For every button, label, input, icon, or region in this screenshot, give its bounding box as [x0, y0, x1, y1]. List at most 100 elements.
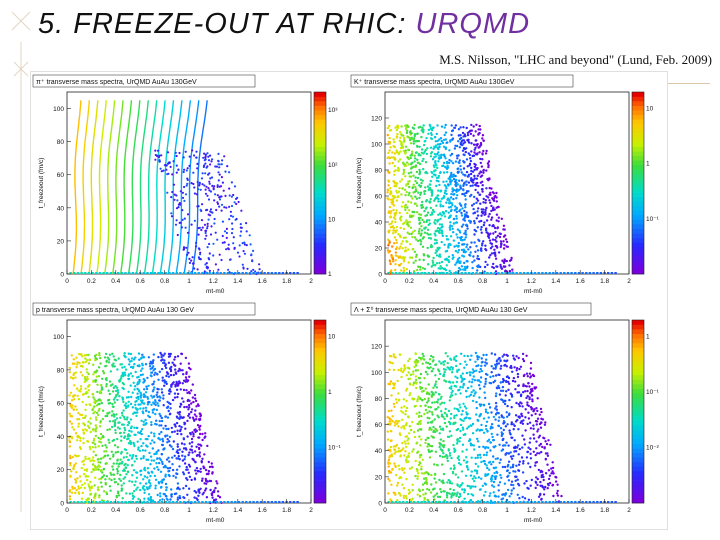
density-point: [502, 247, 506, 250]
density-point: [494, 457, 497, 461]
density-point: [484, 208, 487, 212]
density-point: [420, 203, 424, 207]
density-point: [495, 219, 498, 222]
density-point: [144, 391, 148, 394]
density-point: [98, 354, 101, 357]
density-point: [508, 398, 511, 402]
density-point: [127, 352, 130, 355]
density-point: [407, 437, 410, 440]
density-point: [76, 361, 79, 364]
density-point: [440, 223, 443, 226]
density-point: [390, 222, 393, 225]
density-point: [409, 383, 412, 386]
density-point: [149, 495, 153, 499]
density-point: [208, 180, 211, 183]
density-point: [389, 429, 393, 433]
density-point: [397, 233, 400, 236]
density-point: [126, 452, 129, 455]
density-point: [201, 432, 204, 436]
colorbar-step: [314, 260, 326, 266]
density-point: [448, 430, 452, 433]
density-point: [538, 434, 542, 437]
x-tick-label: 0.6: [454, 278, 463, 285]
density-point: [425, 152, 429, 156]
density-cell: [98, 272, 102, 274]
heatmap-marks: [386, 123, 617, 276]
density-point: [95, 426, 98, 429]
density-point: [462, 268, 465, 271]
density-point: [158, 159, 161, 162]
density-point: [76, 477, 79, 480]
density-point: [128, 363, 131, 366]
colorbar-step: [314, 397, 326, 403]
density-point: [425, 361, 428, 364]
density-point: [139, 473, 143, 476]
density-point: [182, 156, 185, 159]
density-point: [459, 238, 463, 242]
density-point: [191, 383, 194, 386]
density-point: [476, 355, 479, 359]
colorbar-step: [632, 101, 644, 106]
density-point: [102, 456, 105, 459]
density-point: [456, 483, 459, 486]
density-point: [196, 268, 199, 271]
density-point: [68, 454, 72, 458]
density-point: [466, 427, 469, 430]
density-point: [480, 244, 484, 247]
density-point: [164, 435, 167, 438]
density-point: [488, 224, 491, 227]
density-point: [528, 396, 531, 399]
density-point: [72, 428, 76, 431]
density-point: [184, 193, 188, 196]
density-cell: [171, 272, 175, 274]
density-point: [158, 399, 161, 402]
density-point: [406, 124, 409, 127]
density-point: [112, 398, 116, 401]
density-point: [443, 126, 446, 129]
colorbar-step: [632, 119, 644, 125]
density-point: [462, 433, 465, 437]
colorbar-step: [632, 269, 644, 275]
density-point: [71, 456, 74, 459]
density-point: [521, 405, 524, 408]
density-point: [455, 221, 459, 224]
density-point: [424, 476, 428, 480]
chart-proton: p transverse mass spectra, UrQMD AuAu 13…: [32, 302, 342, 524]
density-point: [389, 445, 393, 449]
density-point: [85, 403, 88, 406]
density-point: [538, 452, 541, 455]
density-point: [476, 210, 479, 213]
density-point: [387, 184, 390, 187]
density-point: [218, 166, 221, 169]
density-point: [186, 253, 189, 256]
density-cell: [515, 272, 518, 274]
density-point: [412, 191, 415, 194]
density-point: [152, 365, 155, 368]
density-point: [75, 387, 79, 390]
density-point: [124, 428, 127, 432]
density-point: [502, 261, 506, 265]
density-point: [402, 136, 406, 140]
density-point: [453, 466, 456, 470]
density-cell: [504, 272, 507, 274]
density-point: [467, 181, 471, 184]
density-point: [409, 226, 413, 229]
density-point: [484, 377, 487, 381]
colorbar-step: [632, 146, 644, 152]
density-point: [137, 446, 140, 449]
density-point: [192, 435, 195, 438]
density-point: [142, 420, 145, 423]
density-point: [80, 353, 83, 356]
density-point: [449, 174, 453, 177]
density-point: [128, 479, 131, 483]
density-point: [397, 368, 400, 372]
y-tick-label: 80: [375, 168, 383, 175]
density-point: [451, 254, 454, 257]
density-point: [99, 469, 103, 473]
density-point: [474, 183, 477, 187]
density-cell: [193, 501, 197, 503]
density-point: [506, 354, 509, 357]
density-point: [507, 388, 510, 391]
density-point: [421, 398, 424, 402]
density-point: [459, 164, 462, 168]
